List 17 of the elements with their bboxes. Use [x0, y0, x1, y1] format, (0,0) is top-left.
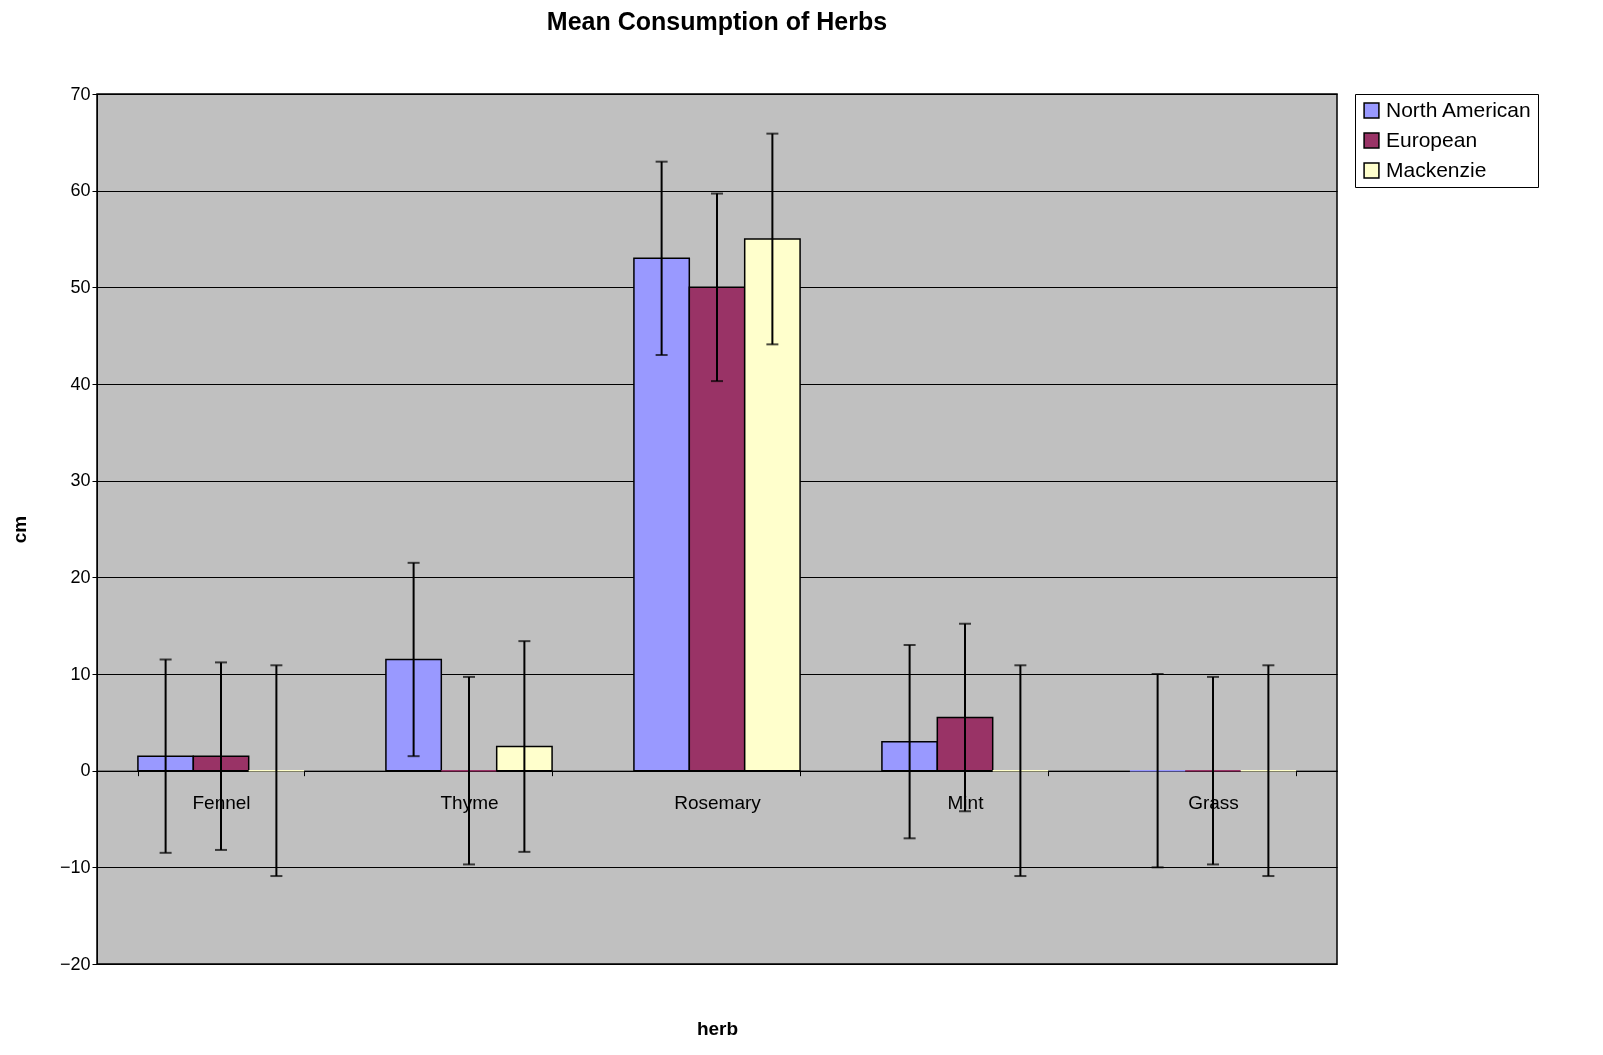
y-tick-label: 0: [80, 760, 91, 781]
y-tick-label: −20: [59, 953, 91, 974]
legend-label: Mackenzie: [1386, 157, 1487, 181]
y-tick-label: 60: [70, 180, 91, 201]
y-tick-label: 10: [70, 663, 91, 684]
x-axis-title: herb: [696, 1017, 739, 1039]
y-tick-label: 70: [70, 83, 91, 104]
y-tick-label: 40: [70, 373, 91, 394]
y-tick-label: 30: [70, 470, 91, 491]
y-tick-label: −10: [59, 856, 91, 877]
legend-label: North American: [1386, 97, 1531, 121]
y-axis-title: cm: [8, 515, 30, 544]
legend-label: European: [1386, 127, 1478, 151]
x-tick-label: Rosemary: [674, 792, 762, 814]
chart-title: Mean Consumption of Herbs: [546, 7, 888, 35]
y-tick-label: 50: [70, 276, 91, 297]
y-tick-label: 20: [70, 566, 91, 587]
